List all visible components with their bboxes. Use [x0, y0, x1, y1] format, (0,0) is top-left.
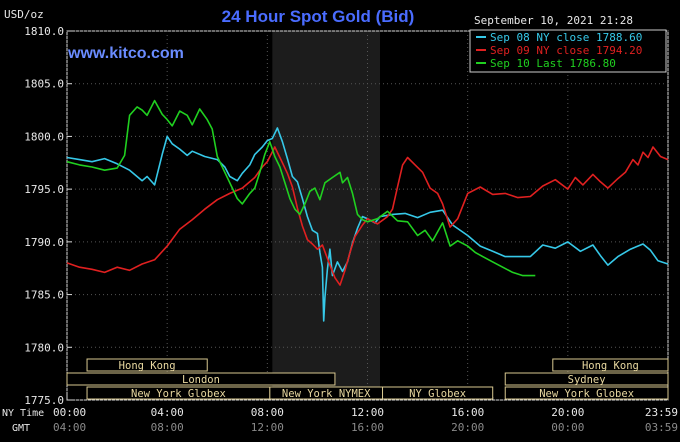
session-box	[86, 358, 208, 372]
x-tick-label-gmt: 20:00	[451, 421, 484, 434]
session-box	[382, 386, 494, 400]
x-tick-label-ny: 16:00	[451, 406, 484, 419]
session-box	[66, 372, 336, 386]
series-line-1	[66, 146, 669, 286]
session-label: New York Globex	[131, 388, 226, 400]
session-label: New York NYMEX	[282, 388, 371, 400]
x-tick-label-ny: 20:00	[551, 406, 584, 419]
y-tick-label: 1780.0	[24, 341, 64, 354]
legend-label-sep08: Sep 08 NY close 1788.60	[490, 31, 642, 44]
ny-time-row-label: NY Time	[2, 408, 44, 419]
legend-box	[469, 29, 667, 73]
nymex-shade-layer	[272, 31, 381, 400]
x-tick-label-ny: 08:00	[251, 406, 284, 419]
legend-label-sep10: Sep 10 Last 1786.80	[490, 57, 616, 70]
x-tick-label-gmt: 08:00	[151, 421, 184, 434]
session-label: London	[182, 374, 220, 386]
series-line-0	[66, 127, 669, 322]
x-tick-label-gmt: 16:00	[351, 421, 384, 434]
y-tick-label: 1805.0	[24, 78, 64, 91]
session-label: New York Globex	[539, 388, 634, 400]
series-layer	[66, 99, 669, 322]
nymex-shaded-region	[272, 31, 381, 400]
session-box	[504, 386, 669, 400]
date-label: September 10, 2021 21:28	[474, 14, 633, 27]
session-label: Hong Kong	[119, 360, 176, 372]
x-tick-label-ny: 00:00	[53, 406, 86, 419]
grid-layer	[66, 30, 669, 401]
y-tick-label: 1795.0	[24, 183, 64, 196]
x-tick-label-gmt: 00:00	[551, 421, 584, 434]
y-tick-label: 1775.0	[24, 394, 64, 407]
x-tick-label-ny: 23:59	[645, 406, 678, 419]
y-tick-label: 1785.0	[24, 289, 64, 302]
unit-label: USD/oz	[4, 8, 44, 21]
site-watermark: www.kitco.com	[67, 45, 184, 62]
chart-title: 24 Hour Spot Gold (Bid)	[222, 7, 415, 26]
session-box	[552, 358, 669, 372]
axis-layer: 1810.0 1805.0 1800.0 1795.0 1790.0 1785.0 1780…	[24, 25, 678, 434]
x-tick-label-gmt: 04:00	[53, 421, 86, 434]
sessions-layer: Hong Kong Hong Kong London Sydney New York G…	[66, 358, 669, 400]
x-tick-label-gmt: 03:59	[645, 421, 678, 434]
x-tick-label-gmt: 12:00	[251, 421, 284, 434]
y-tick-label: 1800.0	[24, 130, 64, 143]
x-tick-label-ny: 04:00	[151, 406, 184, 419]
session-label: Hong Kong	[582, 360, 639, 372]
y-tick-label: 1790.0	[24, 236, 64, 249]
gmt-row-label: GMT	[12, 423, 30, 434]
y-tick-label: 1810.0	[24, 25, 64, 38]
session-label: NY Globex	[409, 388, 466, 400]
legend-label-sep09: Sep 09 NY close 1794.20	[490, 44, 642, 57]
series-line-2	[66, 99, 536, 277]
x-tick-label-ny: 12:00	[351, 406, 384, 419]
session-label: Sydney	[568, 374, 606, 386]
legend: Sep 08 NY close 1788.60 Sep 09 NY close …	[469, 29, 667, 73]
session-box	[504, 372, 669, 386]
